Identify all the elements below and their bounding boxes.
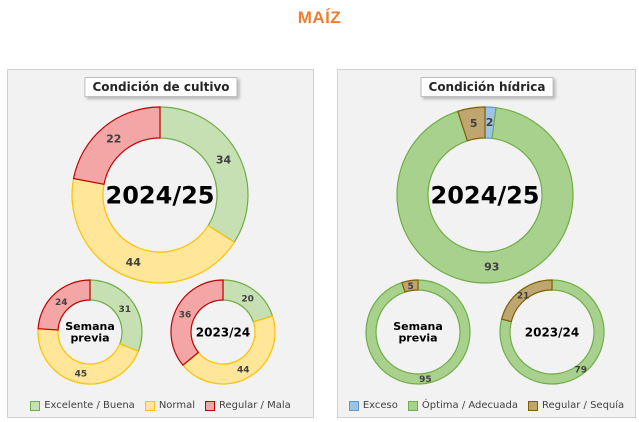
slice-semana-previa-optima-adecuada (365, 279, 471, 385)
legend-item-regular-sequia: Regular / Sequía (527, 400, 625, 411)
legend-swatch (407, 400, 418, 411)
data-label-2023-24-regular-mala: 36 (179, 311, 192, 321)
data-label-2024-25-exceso: 2 (486, 116, 494, 129)
legend-label: Normal (158, 400, 196, 411)
data-label-semana-previa-normal: 45 (75, 369, 88, 379)
ring-center-label: Semana (65, 320, 115, 333)
slice-semana-previa-normal (37, 328, 140, 385)
slice-2024-25-excelente-buena (159, 106, 249, 243)
slice-semana-previa-regular-sequia (401, 279, 419, 293)
data-label-2024-25-optima-adecuada: 93 (484, 261, 499, 274)
slice-2024-25-optima-adecuada (396, 107, 574, 284)
ring-center-label: 2024/25 (106, 182, 215, 210)
water-condition-title: Condición hídrica (420, 77, 554, 97)
legend-item-normal: Normal (144, 400, 196, 411)
slice-2024-25-regular-mala (72, 106, 161, 186)
ring-center-label: 2023/24 (196, 325, 250, 339)
data-label-2024-25-normal: 44 (126, 256, 142, 269)
data-label-semana-previa-excelente-buena: 31 (118, 305, 131, 315)
data-label-semana-previa-regular-mala: 24 (55, 298, 68, 308)
data-label-2023-24-excelente-buena: 20 (241, 295, 254, 305)
legend-label: Exceso (362, 400, 398, 411)
legend-label: Regular / Mala (219, 400, 291, 411)
legend-item-optima: Óptima / Adecuada (407, 400, 518, 411)
data-label-2023-24-regular-sequia: 21 (517, 291, 530, 301)
slice-semana-previa-regular-mala (37, 279, 91, 331)
page-title: MAÍZ (297, 8, 342, 27)
slice-2023-24-normal (182, 315, 276, 385)
legend-swatch (144, 400, 155, 411)
crop-condition-legend: Excelente / Buena Normal Regular / Mala (8, 400, 313, 411)
data-label-2024-25-regular-sequia: 5 (470, 117, 478, 130)
legend-swatch (348, 400, 359, 411)
legend-item-exceso: Exceso (348, 400, 398, 411)
slice-2024-25-regular-sequia (457, 106, 486, 142)
data-label-2024-25-regular-mala: 22 (106, 133, 121, 146)
legend-swatch (205, 400, 216, 411)
legend-swatch (527, 400, 538, 411)
water-condition-panel: Condición hídrica 2 93 5 2024/25 95 5 Semana pr… (337, 69, 636, 418)
data-label-2023-24-optima-adecuada: 79 (575, 366, 588, 376)
legend-item-excelente: Excelente / Buena (30, 400, 135, 411)
ring-center-label: previa (70, 332, 109, 345)
ring-center-label: Semana (393, 320, 443, 333)
data-label-semana-previa-regular-sequia: 5 (408, 282, 414, 292)
data-label-2024-25-excelente-buena: 34 (216, 154, 232, 167)
data-label-semana-previa-optima-adecuada: 95 (419, 375, 432, 385)
legend-swatch (30, 400, 41, 411)
slice-2023-24-regular-sequia (500, 279, 553, 323)
ring-center-label: 2023/24 (525, 325, 579, 339)
legend-label: Regular / Sequía (541, 400, 625, 411)
slice-2024-25-normal (71, 177, 236, 284)
crop-condition-panel: Condición de cultivo 34 44 22 2024/25 31 45 24… (7, 69, 314, 418)
ring-center-label: previa (398, 332, 437, 345)
legend-label: Óptima / Adecuada (421, 400, 518, 411)
slice-2023-24-regular-mala (170, 279, 224, 366)
ring-center-label: 2024/25 (431, 182, 540, 210)
legend-label: Excelente / Buena (44, 400, 135, 411)
data-label-2023-24-normal: 44 (237, 365, 250, 375)
legend-item-regular-mala: Regular / Mala (205, 400, 291, 411)
crop-condition-title: Condición de cultivo (84, 77, 238, 97)
water-condition-legend: Exceso Óptima / Adecuada Regular / Sequí… (338, 400, 635, 411)
